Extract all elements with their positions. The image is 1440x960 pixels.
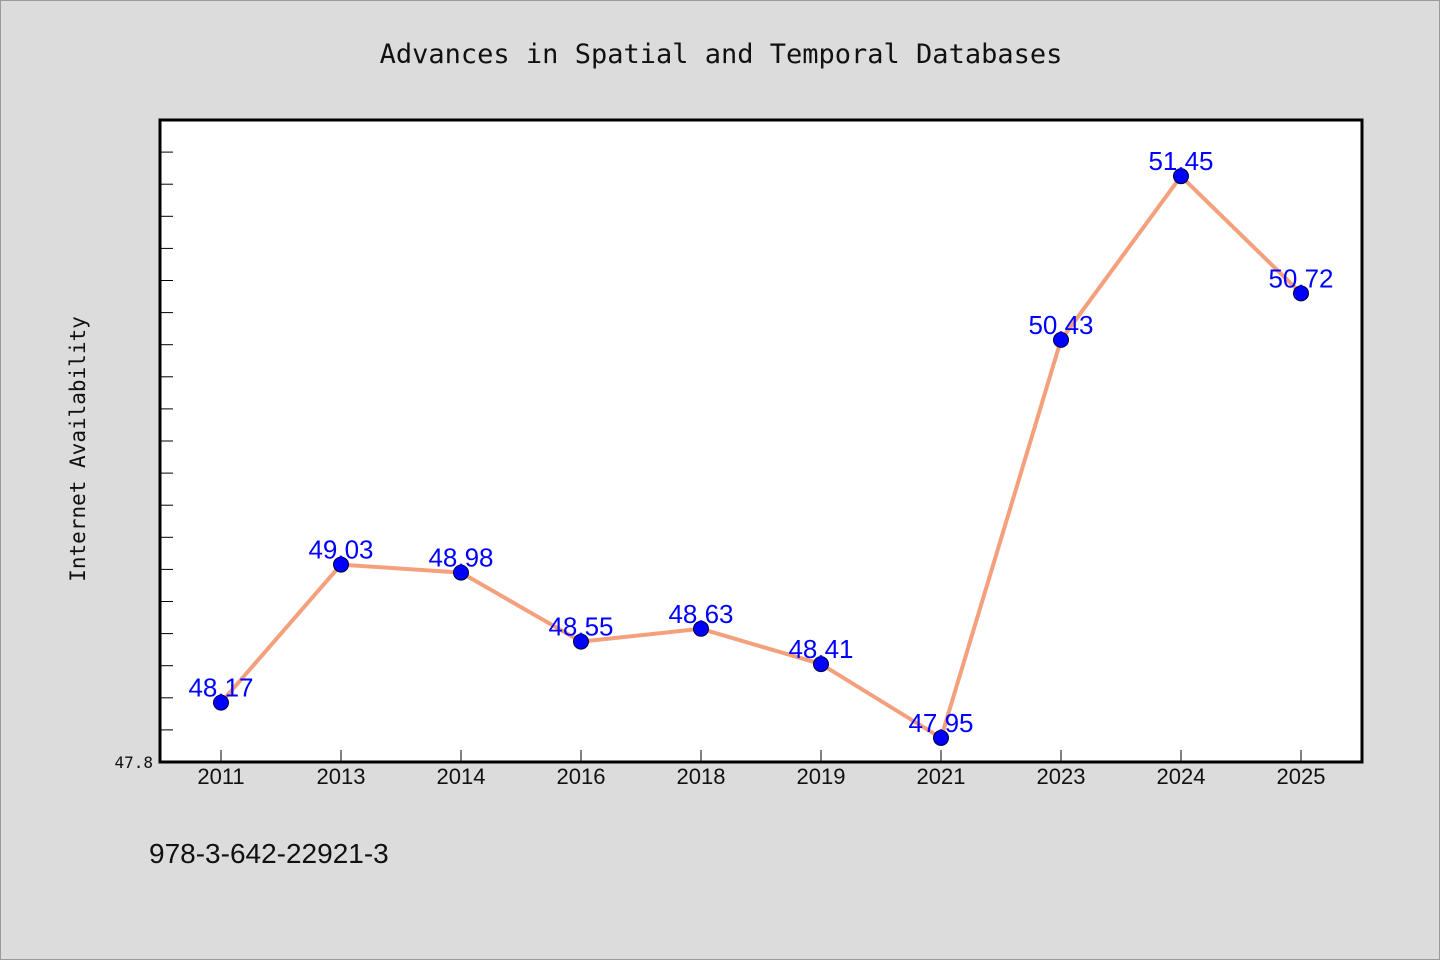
data-label: 48.41 xyxy=(788,634,853,664)
x-tick-label: 2011 xyxy=(197,764,244,789)
data-point xyxy=(693,620,709,637)
data-point xyxy=(213,694,229,711)
data-point xyxy=(573,633,589,650)
plot-area xyxy=(158,118,1364,764)
y-tick-label: 47.8 xyxy=(114,753,153,772)
series-line xyxy=(219,174,1303,740)
data-labels: 48.17 49.03 48.98 48.55 48.63 48.41 47.95 50.43… xyxy=(188,146,1333,738)
data-label: 49.03 xyxy=(308,535,373,565)
data-label: 48.98 xyxy=(428,543,493,573)
data-point xyxy=(1053,331,1069,348)
x-axis-ticks: 2011 2013 2014 2016 2018 2019 2021 2023 2024 2025 xyxy=(197,750,1325,789)
data-label: 48.63 xyxy=(668,599,733,629)
x-tick-label: 2023 xyxy=(1037,764,1086,789)
x-tick-label: 2025 xyxy=(1277,764,1326,789)
data-label: 48.55 xyxy=(548,612,613,642)
data-point xyxy=(813,656,829,673)
data-label: 50.72 xyxy=(1268,263,1333,293)
chart-title: Advances in Spatial and Temporal Databas… xyxy=(380,39,1063,70)
data-point xyxy=(1173,168,1189,185)
data-point xyxy=(333,556,349,573)
data-point xyxy=(933,729,949,746)
data-label: 47.95 xyxy=(908,708,973,738)
data-label: 50.43 xyxy=(1028,310,1093,340)
isbn-footer: 978-3-642-22921-3 xyxy=(149,838,389,869)
x-tick-label: 2021 xyxy=(917,764,966,789)
x-tick-label: 2016 xyxy=(557,764,606,789)
data-label: 51.45 xyxy=(1148,146,1213,176)
y-axis-ticks xyxy=(160,119,173,763)
x-tick-label: 2018 xyxy=(677,764,726,789)
x-tick-label: 2019 xyxy=(797,764,846,789)
data-point xyxy=(1293,285,1309,302)
y-axis-label: Internet Availability xyxy=(66,316,90,582)
series-layer xyxy=(213,168,1309,746)
data-point xyxy=(453,564,469,581)
data-label: 48.17 xyxy=(188,673,253,703)
x-tick-label: 2013 xyxy=(317,764,366,789)
x-tick-label: 2014 xyxy=(437,764,486,789)
x-tick-label: 2024 xyxy=(1157,764,1206,789)
